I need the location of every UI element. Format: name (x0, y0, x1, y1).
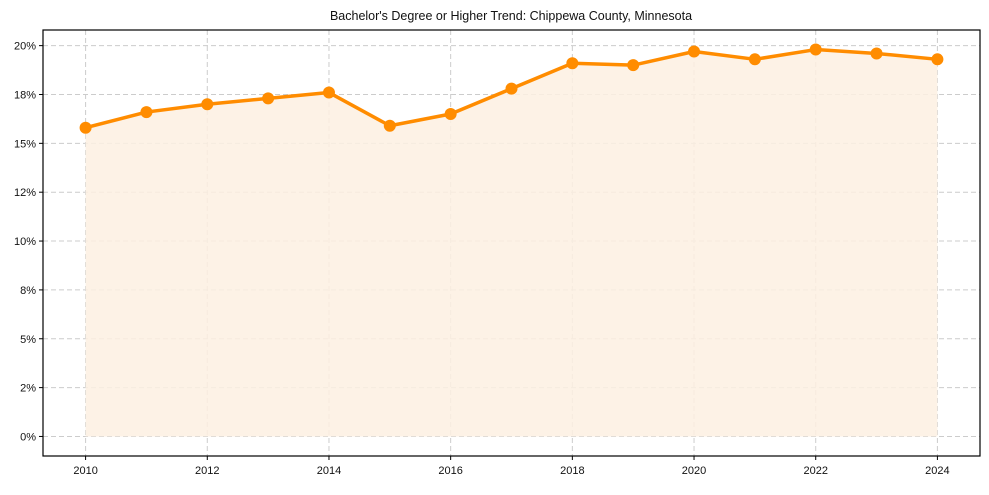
x-tick-label: 2010 (73, 465, 97, 477)
data-point-marker (931, 53, 944, 66)
y-tick-label: 8% (20, 285, 36, 297)
data-point-marker (383, 119, 396, 132)
y-tick-label: 5% (20, 334, 36, 346)
data-point-marker (505, 82, 518, 95)
data-point-marker (688, 45, 701, 58)
x-tick-label: 2024 (925, 465, 949, 477)
data-point-marker (566, 57, 579, 70)
x-axis: 2010 2012 2014 2016 2018 2020 2022 2024 (73, 456, 950, 477)
data-point-marker (262, 92, 275, 105)
x-tick-label: 2022 (803, 465, 827, 477)
data-point-marker (201, 98, 214, 111)
y-tick-label: 0% (20, 431, 36, 443)
data-point-marker (79, 121, 92, 134)
chart-title: Bachelor's Degree or Higher Trend: Chipp… (330, 9, 692, 23)
x-tick-label: 2012 (195, 465, 219, 477)
data-point-marker (809, 43, 822, 56)
x-tick-label: 2014 (317, 465, 341, 477)
x-tick-label: 2020 (682, 465, 706, 477)
plot-frame (42, 29, 981, 457)
y-tick-label: 18% (14, 89, 36, 101)
y-tick-label: 20% (14, 41, 36, 53)
data-point-marker (322, 86, 335, 99)
data-point-marker (140, 106, 153, 119)
data-point-marker (627, 59, 640, 72)
y-tick-label: 2% (20, 383, 36, 395)
data-point-marker (748, 53, 761, 66)
y-tick-label: 10% (14, 236, 36, 248)
area-fill-path (85, 49, 938, 437)
area-fill (85, 49, 938, 437)
y-tick-label: 12% (14, 187, 36, 199)
y-axis: 0% 2% 5% 8% 10% 12% 15% 18% 20% (14, 41, 43, 443)
y-tick-label: 15% (14, 138, 36, 150)
x-tick-label: 2018 (560, 465, 584, 477)
x-tick-label: 2016 (438, 465, 462, 477)
data-markers (79, 43, 944, 134)
data-point-marker (444, 108, 457, 121)
data-point-marker (870, 47, 883, 60)
